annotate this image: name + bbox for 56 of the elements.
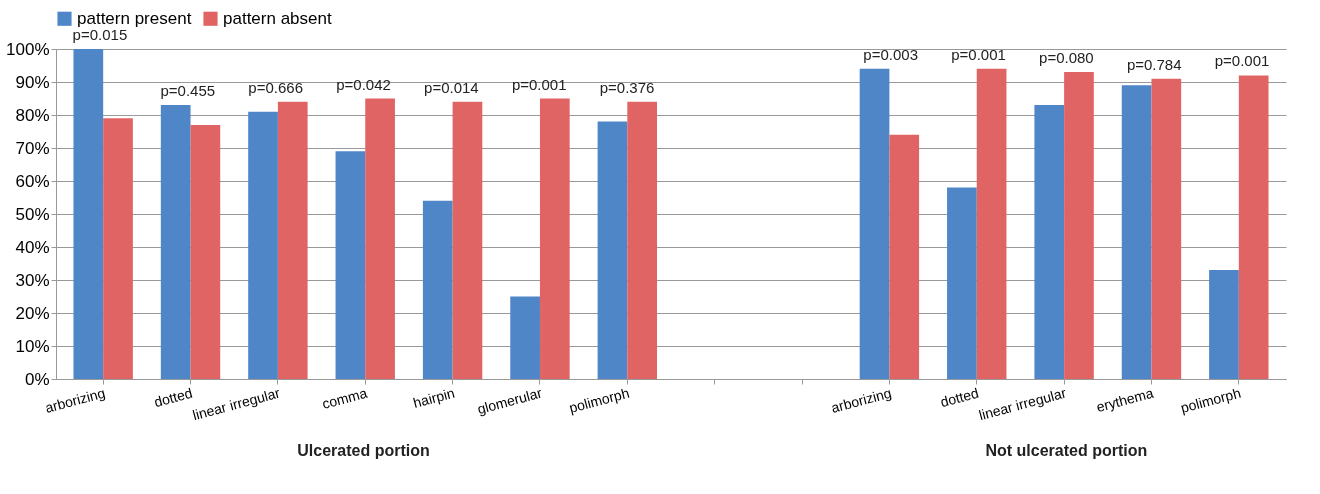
bar [277,101,308,379]
bar [889,134,920,379]
x-tick-label: dotted [938,384,981,411]
bar [422,200,453,379]
bar [859,68,890,379]
bar [510,296,540,379]
bar [248,111,278,379]
text: Ulcerated portion [297,442,430,459]
bar [947,187,977,379]
bar [1209,270,1239,379]
bar [190,124,221,379]
x-tick-label: comma [320,384,370,412]
y-tick-label: 100% [6,39,50,59]
y-tick-label: 70% [15,138,50,158]
x-tick-label: dotted [152,384,195,411]
bar [365,98,395,379]
y-tick-label: 10% [15,336,50,356]
legend-label: pattern present [77,8,192,28]
bar [160,105,191,379]
annotation: p=0.001 [1214,52,1270,70]
y-tick-label: 90% [15,72,50,92]
annotation: p=0.666 [248,78,303,96]
x-tick-label: erythema [1094,384,1156,416]
annotation: p=0.014 [424,78,479,96]
bar [335,151,366,379]
bar [1238,75,1269,379]
bar [627,101,658,379]
bar [1064,72,1094,379]
annotation: p=0.784 [1126,55,1182,73]
x-tick-label: hairpin [411,384,457,411]
bar [103,118,133,379]
bar [452,101,483,379]
y-tick-label: 40% [15,237,50,257]
annotation: p=0.376 [599,78,655,96]
bar [73,49,104,379]
bar [1151,78,1182,379]
legend-label: pattern absent [223,8,332,28]
y-tick-label: 60% [15,171,50,191]
annotation: p=0.455 [160,82,216,100]
y-tick-label: 50% [15,204,50,224]
bar [597,121,628,379]
annotation: p=0.003 [863,45,918,63]
annotation: p=0.001 [951,45,1006,63]
y-tick-label: 30% [15,270,50,290]
annotation: p=0.042 [336,75,391,93]
x-tick-label: arborizing [829,384,894,416]
annotation: p=0.080 [1039,49,1094,67]
annotation: p=0.001 [511,75,567,93]
bar [1121,85,1152,379]
bar [976,68,1007,379]
bar [1034,105,1065,379]
text: Not ulcerated portion [985,442,1148,459]
y-tick-label: 80% [15,105,50,125]
text: p=0.015 [72,26,128,43]
y-tick-label: 20% [15,303,50,323]
bar [539,98,570,379]
